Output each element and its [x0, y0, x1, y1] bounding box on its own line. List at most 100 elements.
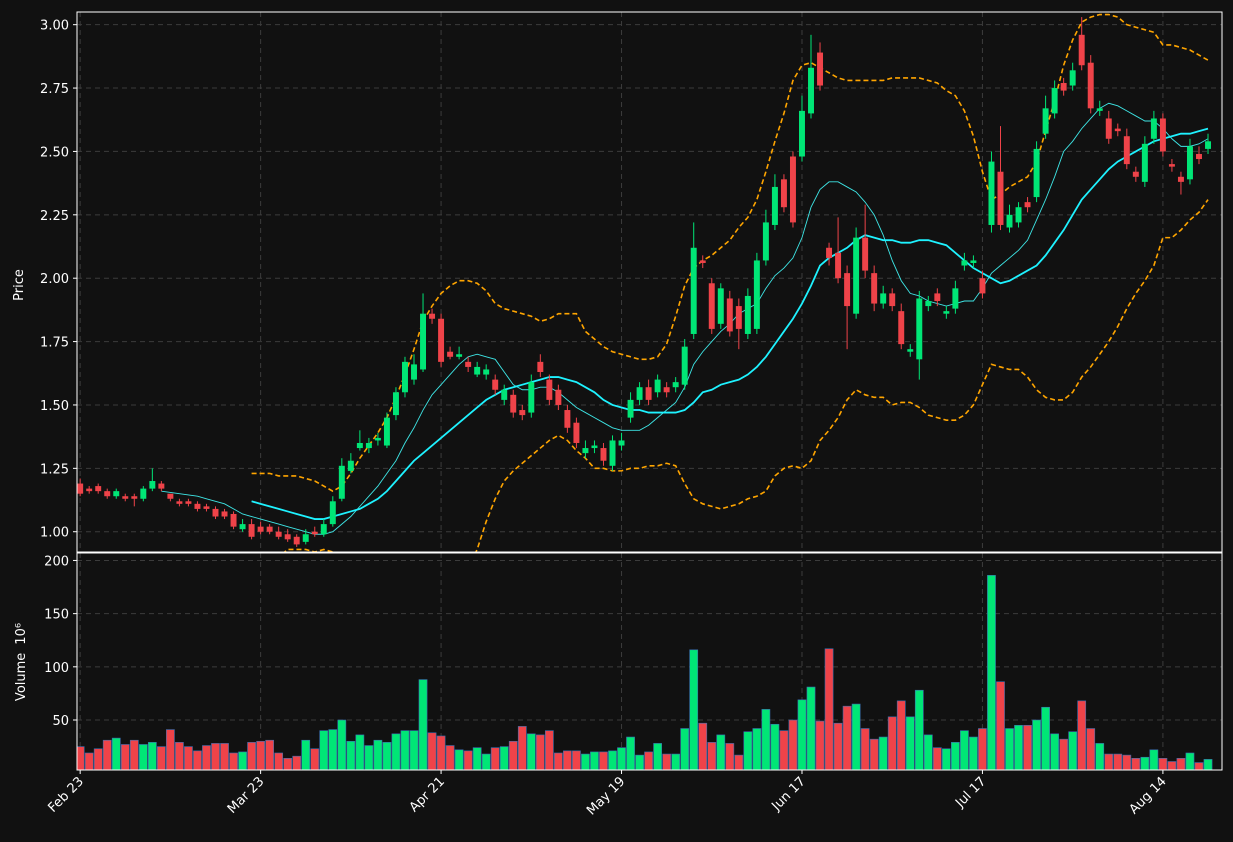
- volume-bar: [996, 681, 1005, 770]
- volume-axis-label: Volume 10⁶: [14, 623, 29, 701]
- volume-bar: [680, 728, 690, 770]
- volume-bar: [472, 747, 482, 770]
- candle-body: [762, 222, 769, 261]
- volume-bar: [653, 743, 662, 770]
- candle-body: [131, 496, 138, 499]
- candle-body: [149, 481, 156, 489]
- candle-body: [537, 361, 544, 372]
- volume-bar: [400, 730, 410, 770]
- volume-bar: [806, 686, 816, 770]
- candle-body: [402, 361, 408, 393]
- candle-body: [1150, 118, 1157, 139]
- indicator-line: [251, 13, 1209, 493]
- candle-body: [1051, 88, 1058, 114]
- volume-bar: [427, 732, 437, 770]
- y-tick-label: 2.50: [40, 145, 69, 160]
- candle-body: [609, 440, 616, 466]
- candle-body: [456, 354, 463, 357]
- volume-bar: [1176, 757, 1186, 770]
- volume-unit: 10⁶: [14, 623, 29, 645]
- candle-body: [1015, 207, 1022, 223]
- volume-bar: [1104, 753, 1114, 770]
- candle-body: [176, 501, 183, 504]
- candle-body: [726, 298, 733, 332]
- y-tick-label: 200: [44, 554, 69, 569]
- candle-body: [374, 437, 381, 441]
- candle-body: [1123, 136, 1130, 165]
- volume-bar: [499, 746, 509, 770]
- volume-bar: [572, 750, 581, 770]
- volume-bar: [770, 723, 780, 770]
- volume-bar: [193, 750, 202, 770]
- volume-bar: [887, 716, 897, 770]
- y-tick-label: 2.00: [40, 272, 69, 287]
- volume-bar: [436, 735, 446, 770]
- candle-body: [257, 526, 264, 532]
- volume-label: Volume: [14, 653, 29, 701]
- volume-bar: [1194, 762, 1204, 770]
- candle-body: [86, 488, 93, 492]
- volume-bar: [599, 751, 608, 770]
- candle-body: [528, 382, 535, 413]
- volume-bar: [1149, 749, 1159, 770]
- volume-bar: [761, 709, 771, 770]
- volume-bar: [328, 729, 338, 770]
- y-tick-label: 50: [52, 714, 69, 729]
- volume-bar: [418, 679, 428, 770]
- volume-bar: [184, 746, 193, 770]
- volume-bar: [355, 734, 365, 770]
- volume-bar: [364, 745, 374, 770]
- candle-body: [672, 382, 679, 388]
- volume-bar: [716, 734, 726, 770]
- candle-body: [95, 486, 102, 492]
- candle-body: [203, 506, 210, 509]
- volume-bars: [77, 575, 1213, 770]
- candle-body: [284, 534, 291, 540]
- candle-body: [979, 278, 986, 294]
- volume-bar: [175, 742, 184, 770]
- volume-bar: [220, 743, 229, 770]
- candle-body: [889, 293, 896, 307]
- volume-bar: [851, 703, 861, 770]
- volume-bar: [842, 705, 852, 770]
- volume-bar: [1095, 743, 1105, 770]
- volume-bar: [111, 737, 121, 770]
- candle-body: [880, 293, 887, 304]
- candle-body: [483, 369, 490, 375]
- volume-bar: [1023, 725, 1032, 770]
- candle-body: [907, 349, 914, 352]
- volume-bar: [590, 751, 599, 770]
- candle-body: [826, 247, 833, 258]
- candle-body: [780, 179, 787, 208]
- candle-body: [799, 110, 805, 157]
- volume-bar: [84, 752, 94, 770]
- candle-body: [104, 491, 111, 497]
- volume-bar: [166, 729, 175, 770]
- candle-body: [1186, 146, 1193, 180]
- candle-body: [474, 366, 481, 375]
- volume-bar: [274, 752, 284, 770]
- candle-body: [645, 387, 652, 400]
- volume-bar: [202, 745, 211, 770]
- volume-bar: [211, 743, 220, 770]
- y-tick-label: 100: [44, 661, 69, 676]
- volume-bar: [878, 736, 888, 770]
- volume-bar: [490, 747, 500, 770]
- volume-bar: [129, 739, 139, 770]
- candle-body: [835, 252, 842, 279]
- candle-body: [1159, 118, 1166, 152]
- volume-bar: [157, 746, 166, 770]
- candle-body: [465, 361, 472, 367]
- volume-bar: [544, 730, 554, 770]
- volume-bar: [896, 700, 906, 770]
- candle-body: [582, 448, 589, 454]
- candle-body: [1205, 141, 1211, 149]
- volume-bar: [1140, 756, 1150, 770]
- volume-bar: [373, 739, 383, 770]
- candle-body: [681, 346, 688, 385]
- candle-body: [943, 311, 950, 314]
- volume-bar: [951, 742, 960, 770]
- volume-bar: [644, 751, 653, 770]
